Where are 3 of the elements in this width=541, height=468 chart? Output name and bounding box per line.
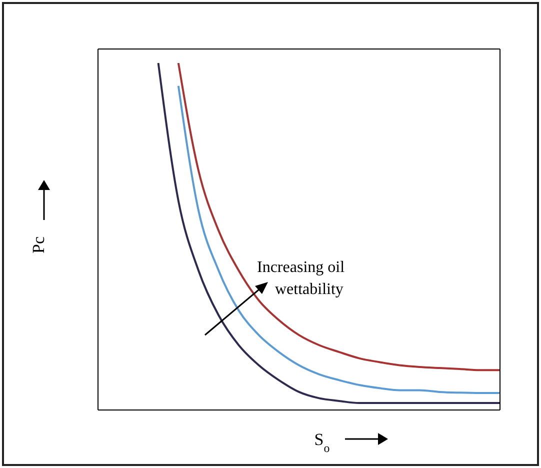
x-axis-title: S$_{o}$: [314, 430, 330, 455]
annotation: Increasing oil wettability: [257, 259, 346, 298]
y-axis-title: Pc: [29, 236, 48, 254]
